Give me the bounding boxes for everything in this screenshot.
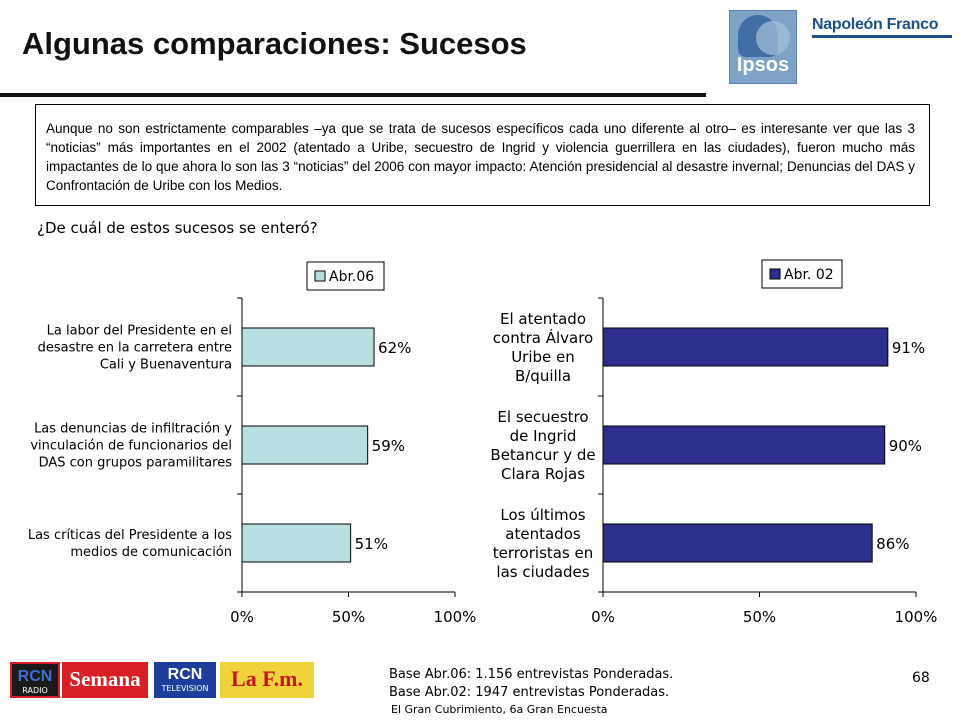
category-label: contra Álvaro [493, 328, 593, 347]
rcn-tv-caption: TELEVISION [161, 684, 209, 693]
category-label: vinculación de funcionarios del [30, 439, 232, 454]
bar [602, 425, 886, 465]
category-label: Cali y Buenaventura [100, 358, 232, 373]
footer-base-line: Base Abr.06: 1.156 entrevistas Ponderada… [389, 667, 674, 682]
ipsos-logo-text: Ipsos [736, 54, 790, 76]
bar [602, 523, 873, 563]
category-label: El secuestro [497, 408, 588, 426]
footer-base-line: Base Abr.02: 1947 entrevistas Ponderadas… [389, 685, 670, 700]
title-divider [0, 93, 706, 97]
page-number: 68 [912, 670, 930, 686]
legend-swatch [769, 268, 781, 280]
intro-text-box: Aunque no son estrictamente comparables … [35, 104, 930, 206]
legend-label: Abr. 02 [784, 267, 834, 283]
bar [241, 523, 352, 563]
category-label: DAS con grupos paramilitares [39, 456, 233, 471]
rcn-radio-mark: RCN [17, 668, 53, 685]
bar [241, 425, 369, 465]
rcn-radio-caption: RADIO [22, 686, 48, 695]
bar [602, 327, 889, 367]
ipsos-logo: Ipsos [729, 10, 797, 84]
la-fm-logo: La F.m. [220, 662, 314, 698]
category-label: Uribe en [511, 348, 575, 366]
x-tick-label: 0% [591, 608, 615, 626]
category-label: La labor del Presidente en el [47, 324, 232, 339]
x-tick-label: 50% [332, 608, 365, 626]
rcn-radio-logo: RCN RADIO [10, 662, 60, 698]
footer-base-notes: Base Abr.06: 1.156 entrevistas Ponderada… [389, 666, 673, 702]
category-label: Las denuncias de infiltración y [34, 422, 232, 437]
category-label: Los últimos [500, 506, 585, 524]
data-label: 62% [378, 339, 411, 357]
legend-label: Abr.06 [329, 269, 374, 285]
legend-swatch [314, 270, 326, 282]
napoleon-franco-logo: Napoleón Franco [812, 16, 952, 38]
rcn-television-logo: RCN TELEVISION [154, 662, 216, 698]
category-label: terroristas en [493, 544, 594, 562]
bar-charts: 0% 50% 100% 62% La labor del Presidente en e… [28, 259, 938, 626]
category-label: de Ingrid [510, 427, 577, 445]
bar [241, 327, 375, 367]
category-label: El atentado [500, 310, 586, 328]
category-label: Betancur y de [490, 446, 595, 464]
data-label: 86% [876, 535, 909, 553]
footer-subtitle: El Gran Cubrimiento, 6a Gran Encuesta [391, 703, 608, 716]
category-label: atentados [505, 525, 581, 543]
survey-question: ¿De cuál de estos sucesos se enteró? [37, 219, 318, 237]
category-label: desastre en la carretera entre [38, 341, 232, 356]
data-label: 51% [355, 535, 388, 553]
x-tick-label: 100% [895, 608, 938, 626]
data-label: 90% [889, 437, 922, 455]
page-title: Algunas comparaciones: Sucesos [22, 26, 527, 61]
category-label: Clara Rojas [501, 465, 585, 483]
category-label: medios de comunicación [70, 545, 232, 560]
category-label: B/quilla [515, 367, 571, 385]
category-label: las ciudades [496, 563, 589, 581]
semana-logo: Semana [62, 662, 148, 698]
data-label: 59% [372, 437, 405, 455]
x-tick-label: 0% [230, 608, 254, 626]
x-tick-label: 100% [434, 608, 477, 626]
x-tick-label: 50% [743, 608, 776, 626]
category-label: Las críticas del Presidente a los [28, 528, 232, 543]
data-label: 91% [892, 339, 925, 357]
rcn-tv-mark: RCN [167, 666, 203, 683]
